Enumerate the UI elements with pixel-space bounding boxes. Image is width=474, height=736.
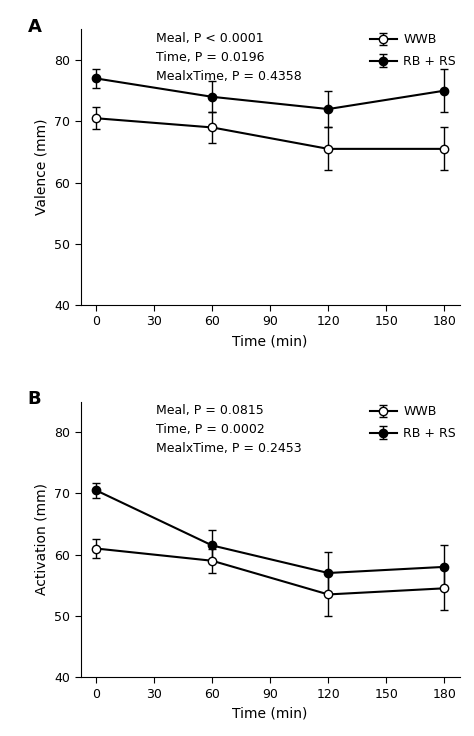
Y-axis label: Valence (mm): Valence (mm) — [35, 119, 49, 216]
Text: B: B — [27, 391, 41, 408]
X-axis label: Time (min): Time (min) — [232, 706, 308, 720]
Text: Meal, P < 0.0001
Time, P = 0.0196
MealxTime, P = 0.4358: Meal, P < 0.0001 Time, P = 0.0196 MealxT… — [156, 32, 302, 83]
Legend: WWB, RB + RS: WWB, RB + RS — [370, 406, 456, 440]
Legend: WWB, RB + RS: WWB, RB + RS — [370, 33, 456, 68]
Text: Meal, P = 0.0815
Time, P = 0.0002
MealxTime, P = 0.2453: Meal, P = 0.0815 Time, P = 0.0002 MealxT… — [156, 404, 302, 456]
Y-axis label: Activation (mm): Activation (mm) — [35, 484, 49, 595]
X-axis label: Time (min): Time (min) — [232, 334, 308, 348]
Text: A: A — [27, 18, 41, 36]
